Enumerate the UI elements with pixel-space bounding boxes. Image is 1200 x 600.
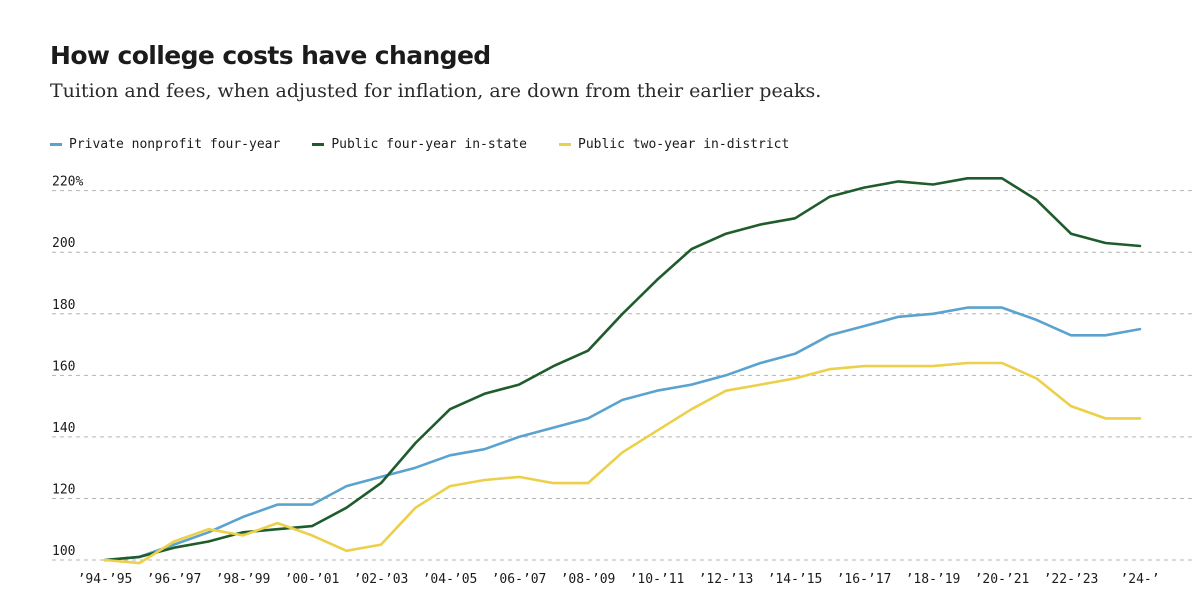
series-lines: [103, 177, 1142, 565]
legend-label-private-nonprofit: Private nonprofit four-year: [69, 136, 281, 152]
x-tick-label-18: ’12-’13: [699, 572, 754, 587]
x-tick-label-24: ’18-’19: [906, 572, 961, 587]
x-tick-label-30: ’24-’: [1120, 572, 1159, 587]
x-tick-label-0: ’94-’95: [78, 572, 133, 587]
x-tick-label-28: ’22-’23: [1044, 572, 1099, 587]
series-line-public-two-year-in-district: [103, 361, 1142, 565]
x-tick-label-10: ’04-’05: [423, 572, 478, 587]
legend-swatch-private-nonprofit: [50, 142, 62, 146]
legend-label-public-four-year: Public four-year in-state: [331, 136, 527, 152]
x-tick-label-22: ’16-’17: [837, 572, 892, 587]
x-tick-label-2: ’96-’97: [147, 572, 202, 587]
y-tick-label-220: 220%: [52, 175, 83, 190]
y-axis-tick-labels: 100 120 140 160 180 200 220%: [52, 175, 83, 559]
legend-swatch-public-four-year: [312, 142, 325, 146]
legend-item-public-two-year: Public two-year in-district: [559, 137, 789, 152]
series-line-public-four-year-in-state: [103, 177, 1142, 562]
legend: Private nonprofit four-year Public four-…: [50, 134, 821, 154]
x-tick-label-4: ’98-’99: [216, 572, 271, 587]
x-tick-label-20: ’14-’15: [768, 572, 823, 587]
x-tick-label-12: ’06-’07: [492, 572, 547, 587]
chart-subtitle: Tuition and fees, when adjusted for infl…: [50, 80, 822, 102]
y-tick-label-100: 100: [52, 544, 75, 559]
x-tick-label-6: ’00-’01: [285, 572, 340, 587]
legend-item-public-four-year: Public four-year in-state: [312, 137, 527, 152]
series-line-private-nonprofit-four-year: [103, 306, 1142, 562]
y-tick-label-200: 200: [52, 236, 75, 251]
chart-title: How college costs have changed: [50, 41, 491, 70]
y-tick-label-120: 120: [52, 482, 75, 497]
legend-swatch-public-two-year: [559, 142, 571, 146]
y-tick-label-180: 180: [52, 298, 75, 313]
legend-label-public-two-year: Public two-year in-district: [578, 136, 790, 152]
legend-item-private-nonprofit: Private nonprofit four-year: [50, 137, 280, 152]
x-tick-label-26: ’20-’21: [975, 572, 1030, 587]
x-axis-tick-labels: ’94-’95 ’96-’97 ’98-’99 ’00-’01 ’02-’03 ’04-’…: [78, 572, 1160, 587]
x-tick-label-8: ’02-’03: [354, 572, 409, 587]
x-tick-label-16: ’10-’11: [630, 572, 685, 587]
y-tick-label-140: 140: [52, 421, 75, 436]
y-tick-label-160: 160: [52, 359, 75, 374]
gridlines: [52, 190, 1192, 561]
x-tick-label-14: ’08-’09: [561, 572, 616, 587]
